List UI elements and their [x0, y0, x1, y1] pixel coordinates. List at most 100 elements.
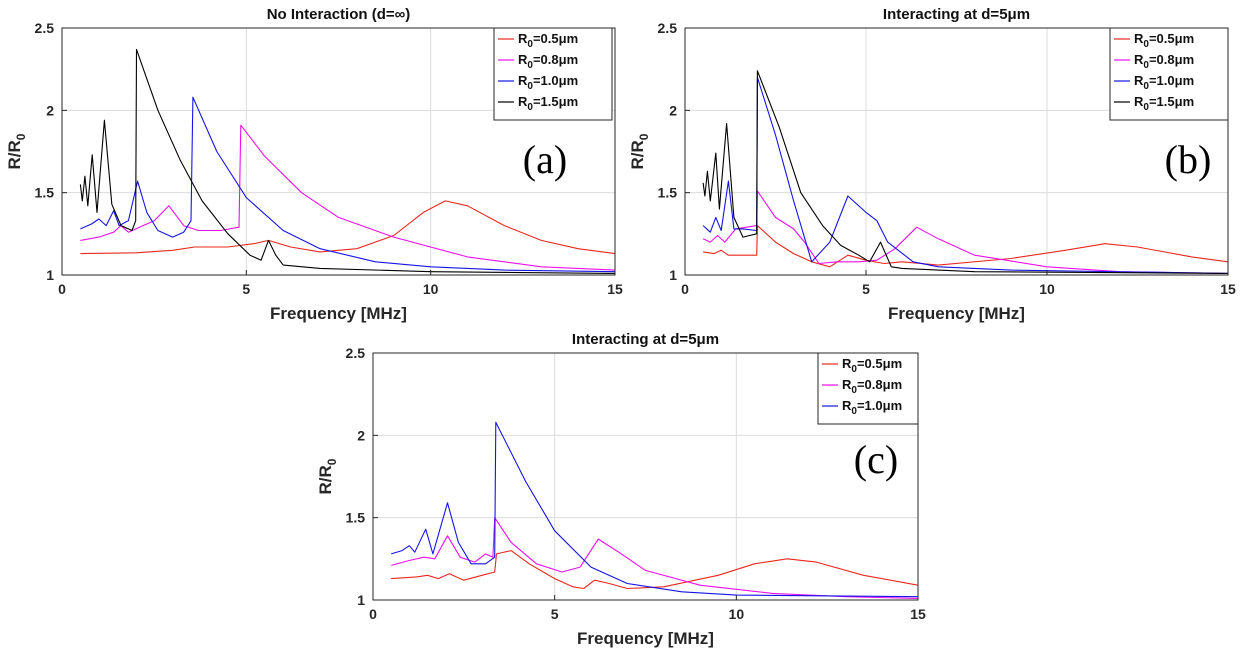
legend-label-2: R0=1.0μm: [518, 73, 578, 92]
x-tick-label: 5: [551, 606, 559, 622]
legend-box: [493, 27, 613, 121]
panel-label: (a): [523, 137, 567, 182]
x-tick-label: 10: [729, 606, 745, 622]
legend-label-0: R0=0.5μm: [518, 31, 578, 50]
legend-label-subscript: 0: [1143, 60, 1149, 71]
y-tick-label: 2: [357, 427, 365, 443]
legend-label-rest: =0.5μm: [857, 356, 902, 371]
x-tick-label: 0: [681, 281, 689, 297]
axes-box: [684, 27, 1229, 276]
y-tick-label: 2: [46, 102, 54, 118]
legend-label-main: R: [1134, 31, 1144, 46]
y-tick-label: 1.5: [658, 185, 678, 201]
series-line-2: [702, 76, 1229, 274]
x-tick-label: 15: [607, 281, 623, 297]
legend-label-subscript: 0: [1143, 102, 1149, 113]
legend-label-main: R: [518, 31, 528, 46]
chart-panel-b: 0 5 10 15 1 1.5 2 2.5 Interacting at d=5μm Freque…: [628, 6, 1236, 323]
x-tick-label: 5: [242, 281, 250, 297]
y-axis-label-main: R/R: [628, 140, 647, 169]
series-line-2: [391, 421, 919, 598]
legend-box: [1109, 27, 1229, 121]
x-tick-label: 5: [862, 281, 870, 297]
legend-label-1: R0=0.8μm: [842, 377, 902, 396]
legend-label-rest: =0.8μm: [533, 52, 578, 67]
y-axis-label-subscript: 0: [14, 133, 28, 140]
legend-label-main: R: [842, 377, 852, 392]
y-axis-label-main: R/R: [5, 140, 24, 169]
legend-label-subscript: 0: [1143, 39, 1149, 50]
legend-label-rest: =1.5μm: [533, 94, 578, 109]
x-tick-label: 0: [58, 281, 66, 297]
y-tick-label: 1: [357, 592, 365, 608]
axes-box: [61, 27, 616, 276]
legend-label-subscript: 0: [1143, 81, 1149, 92]
y-axis-label: R/R0: [628, 133, 651, 169]
legend-label-rest: =1.5μm: [1149, 94, 1194, 109]
x-axis-label: Frequency [MHz]: [888, 304, 1025, 323]
series-line-1: [391, 517, 919, 599]
legend-label-subscript: 0: [527, 81, 533, 92]
legend-box: [817, 352, 919, 425]
x-tick-label: 10: [1039, 281, 1055, 297]
y-tick-label: 1: [46, 267, 54, 283]
legend-label-rest: =0.8μm: [1149, 52, 1194, 67]
chart-title: No Interaction (d=∞): [267, 6, 411, 23]
legend-label-3: R0=1.5μm: [518, 94, 578, 113]
y-tick-label: 1.5: [35, 185, 55, 201]
x-axis-label: Frequency [MHz]: [577, 629, 714, 648]
series-line-3: [702, 70, 1229, 274]
y-axis-label-main: R/R: [316, 465, 335, 494]
x-axis-label: Frequency [MHz]: [270, 304, 407, 323]
legend-label-rest: =1.0μm: [857, 398, 902, 413]
legend-label-2: R0=1.0μm: [842, 398, 902, 417]
y-axis-label: R/R0: [316, 458, 339, 494]
legend-label-rest: =0.5μm: [533, 31, 578, 46]
legend-label-3: R0=1.5μm: [1134, 94, 1194, 113]
legend-label-0: R0=0.5μm: [1134, 31, 1194, 50]
legend-label-rest: =0.8μm: [857, 377, 902, 392]
y-axis-label: R/R0: [5, 133, 28, 169]
legend-label-main: R: [842, 356, 852, 371]
x-tick-label: 15: [910, 606, 926, 622]
y-tick-label: 1.5: [346, 510, 366, 526]
legend-label-subscript: 0: [527, 60, 533, 71]
legend-label-subscript: 0: [851, 385, 857, 396]
legend-label-rest: =1.0μm: [533, 73, 578, 88]
y-tick-label: 2: [669, 102, 677, 118]
chart-title: Interacting at d=5μm: [883, 6, 1030, 23]
legend-label-main: R: [1134, 73, 1144, 88]
legend-label-subscript: 0: [851, 364, 857, 375]
series-line-0: [703, 225, 1229, 268]
series-line-1: [702, 190, 1229, 274]
axes-box: [372, 352, 919, 601]
series-line-0: [80, 200, 616, 255]
legend-label-main: R: [518, 73, 528, 88]
panel-label: (b): [1165, 137, 1212, 182]
y-tick-label: 2.5: [346, 345, 366, 361]
series-line-2: [80, 96, 616, 273]
legend-label-2: R0=1.0μm: [1134, 73, 1194, 92]
x-tick-label: 10: [423, 281, 439, 297]
chart-title: Interacting at d=5μm: [572, 331, 719, 348]
legend-label-rest: =1.0μm: [1149, 73, 1194, 88]
legend-label-main: R: [842, 398, 852, 413]
series-line-0: [391, 550, 919, 590]
legend-label-subscript: 0: [851, 406, 857, 417]
legend-label-subscript: 0: [527, 39, 533, 50]
panel-label: (c): [854, 437, 898, 482]
chart-panel-c: 0 5 10 15 1 1.5 2 2.5 Interacting at d=5μm Freque…: [316, 331, 926, 648]
legend-label-subscript: 0: [527, 102, 533, 113]
y-tick-label: 2.5: [35, 20, 55, 36]
x-tick-label: 15: [1220, 281, 1236, 297]
legend-label-0: R0=0.5μm: [842, 356, 902, 375]
legend-label-1: R0=0.8μm: [1134, 52, 1194, 71]
y-axis-label-subscript: 0: [325, 458, 339, 465]
legend-label-main: R: [518, 52, 528, 67]
y-tick-label: 1: [669, 267, 677, 283]
y-tick-label: 2.5: [658, 20, 678, 36]
